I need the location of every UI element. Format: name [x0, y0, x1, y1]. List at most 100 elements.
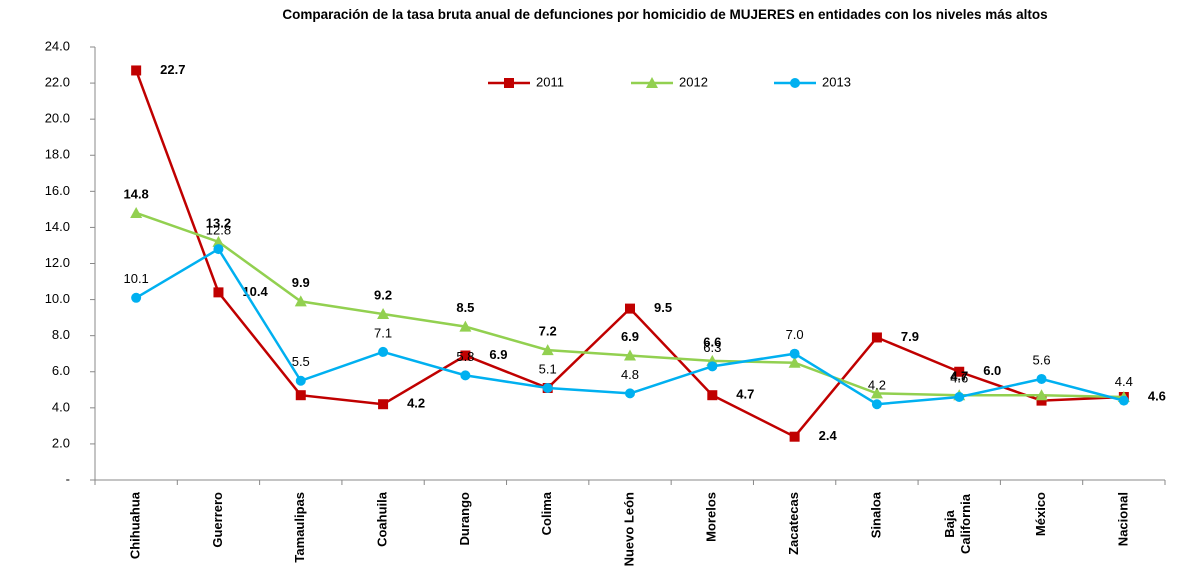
x-tick-group: Colima — [539, 491, 554, 535]
marker — [460, 370, 471, 381]
data-label: 6.6 — [703, 334, 721, 349]
x-tick-group: Chihuahua — [128, 491, 143, 559]
marker — [624, 349, 636, 361]
marker — [1118, 395, 1129, 406]
marker — [870, 387, 883, 399]
data-label: 4.7 — [950, 369, 968, 384]
marker — [213, 287, 224, 298]
data-label: 8.5 — [456, 300, 474, 315]
data-label: 6.0 — [983, 363, 1001, 378]
x-tick-group: Zacatecas — [786, 492, 801, 555]
data-label: 4.2 — [407, 396, 425, 411]
marker — [460, 350, 471, 361]
x-tick-label: Guerrero — [210, 492, 225, 548]
x-tick-group: Nuevo León — [621, 492, 636, 566]
marker — [789, 348, 800, 359]
marker — [459, 320, 472, 332]
marker — [295, 375, 306, 386]
y-tick-label: 10.0 — [45, 291, 70, 306]
x-tick-label: México — [1033, 492, 1048, 536]
x-tick-label: Colima — [539, 491, 554, 535]
data-label: 7.0 — [786, 327, 804, 342]
x-tick-group: Durango — [457, 492, 472, 546]
marker — [378, 399, 389, 410]
marker — [1036, 373, 1047, 384]
y-tick-label: 8.0 — [52, 327, 70, 342]
x-tick-label: Sinaloa — [868, 491, 883, 538]
y-tick-label: 20.0 — [45, 111, 70, 126]
marker — [213, 244, 224, 255]
x-tick-group: BajaCalifornia — [943, 493, 974, 554]
data-label: 9.9 — [292, 275, 310, 290]
data-label: 9.5 — [654, 300, 672, 315]
marker — [871, 399, 882, 410]
marker — [542, 382, 553, 393]
data-label: 22.7 — [160, 62, 185, 77]
marker — [131, 65, 142, 76]
marker — [1035, 389, 1048, 401]
marker — [378, 346, 389, 357]
data-label: 2.4 — [819, 428, 838, 443]
legend-marker — [504, 78, 514, 88]
marker — [954, 392, 965, 403]
data-label: 4.6 — [950, 370, 968, 385]
data-label: 4.4 — [1115, 374, 1133, 389]
marker — [294, 295, 307, 307]
data-label: 5.6 — [1032, 352, 1050, 367]
y-tick-label: 24.0 — [45, 38, 70, 53]
marker — [130, 206, 143, 218]
marker — [625, 303, 635, 314]
data-label: 10.1 — [123, 271, 148, 286]
data-label: 7.2 — [539, 324, 557, 339]
x-tick-group: Tamaulipas — [292, 492, 307, 563]
legend-label: 2012 — [679, 74, 708, 89]
x-tick-label: Chihuahua — [128, 491, 143, 559]
x-tick-label: Coahuila — [375, 491, 390, 547]
marker — [131, 292, 142, 303]
data-label: 9.2 — [374, 287, 392, 302]
data-label: 6.9 — [621, 329, 639, 344]
data-label: 14.8 — [123, 186, 148, 201]
data-label: 4.8 — [621, 367, 639, 382]
marker — [541, 344, 554, 356]
legend-label: 2013 — [822, 74, 851, 89]
y-tick-label: 4.0 — [52, 399, 70, 414]
y-tick-label: 12.0 — [45, 255, 70, 270]
marker — [954, 366, 965, 377]
x-tick-group: Sinaloa — [868, 491, 883, 538]
y-tick-label: 2.0 — [52, 435, 70, 450]
data-label: 7.9 — [901, 329, 919, 344]
marker — [788, 356, 801, 368]
y-tick-label: 16.0 — [45, 183, 70, 198]
x-tick-group: Guerrero — [210, 492, 225, 548]
data-label: 4.6 — [1148, 388, 1166, 403]
marker — [212, 235, 225, 247]
marker — [625, 388, 635, 399]
marker — [707, 361, 718, 372]
x-tick-group: Coahuila — [375, 491, 390, 547]
data-label: 7.1 — [374, 325, 392, 340]
marker — [1036, 395, 1047, 406]
x-tick-label: Durango — [457, 492, 472, 546]
data-label: 10.4 — [242, 284, 268, 299]
y-tick-label: 14.0 — [45, 219, 70, 234]
y-tick-label: 6.0 — [52, 363, 70, 378]
data-label: 4.2 — [868, 378, 886, 393]
data-label: 6.3 — [703, 340, 721, 355]
data-label: 5.8 — [456, 349, 474, 364]
marker — [377, 308, 390, 320]
marker — [295, 390, 306, 401]
x-tick-group: Morelos — [704, 492, 719, 542]
data-label: 5.1 — [539, 361, 557, 376]
x-tick-label: Tamaulipas — [292, 492, 307, 563]
x-tick-label: Morelos — [704, 492, 719, 542]
x-tick-group: México — [1033, 492, 1048, 536]
legend-marker — [646, 77, 658, 88]
marker — [789, 431, 800, 442]
chart-title: Comparación de la tasa bruta anual de de… — [282, 7, 1048, 22]
data-label: 4.7 — [736, 387, 754, 402]
marker — [707, 390, 718, 401]
data-label: 5.5 — [292, 354, 310, 369]
